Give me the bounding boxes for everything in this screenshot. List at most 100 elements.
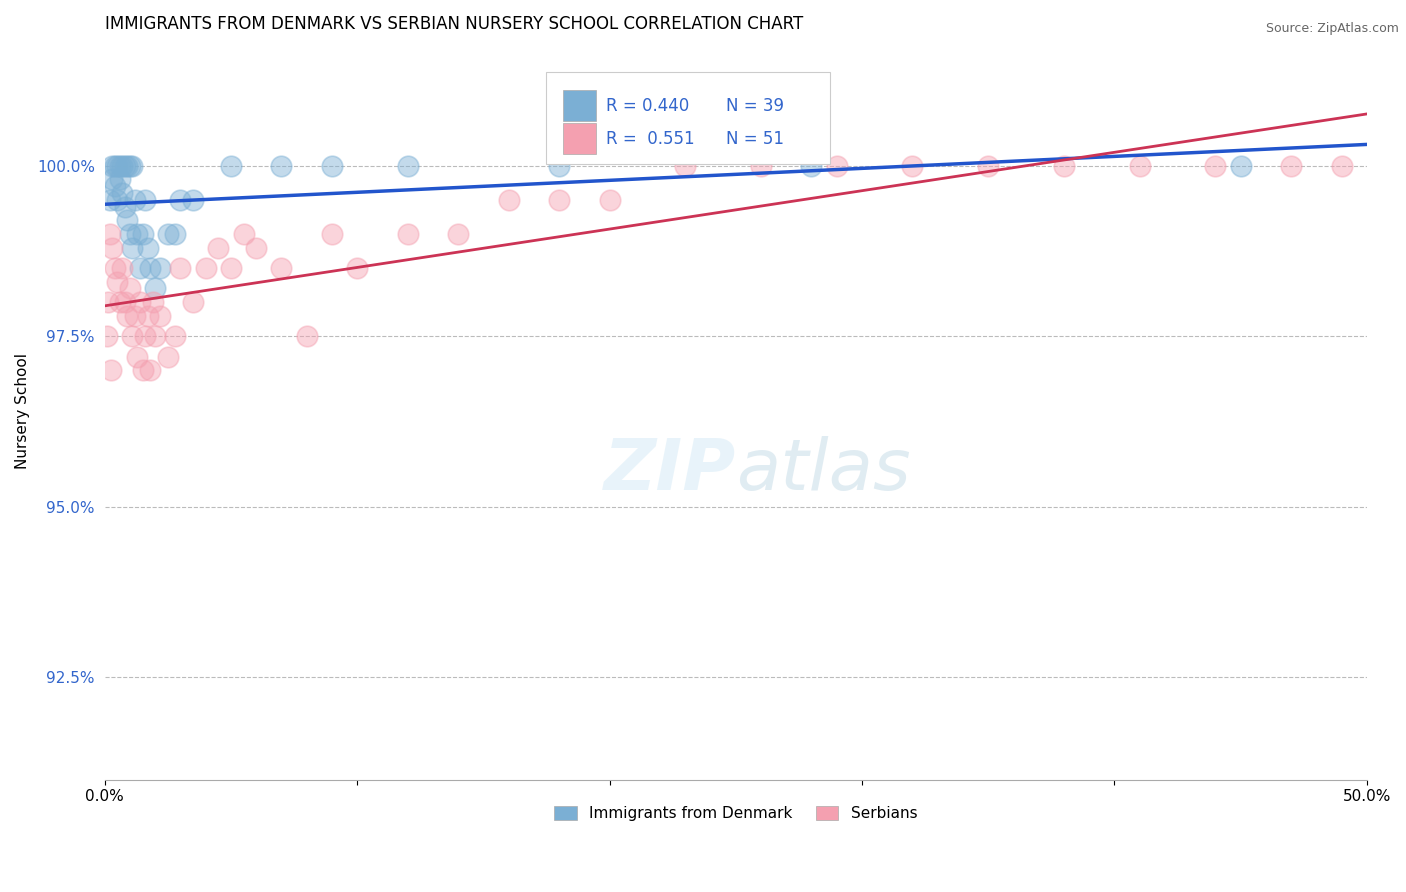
Point [127, 227, 149, 241]
Point [156, 350, 179, 364]
Point [100, 363, 122, 377]
Point [139, 363, 162, 377]
Point [396, 227, 419, 241]
Point [270, 159, 292, 173]
Point [118, 159, 141, 173]
Point [96, 329, 118, 343]
Point [108, 295, 131, 310]
Point [232, 227, 254, 241]
Text: N = 39: N = 39 [725, 96, 783, 114]
Point [124, 193, 146, 207]
Point [548, 193, 571, 207]
Text: N = 51: N = 51 [725, 129, 783, 148]
Legend: Immigrants from Denmark, Serbians: Immigrants from Denmark, Serbians [548, 800, 924, 827]
FancyBboxPatch shape [562, 123, 596, 154]
Point [98, 227, 121, 241]
Point [270, 260, 292, 275]
Point [143, 281, 166, 295]
Point [101, 159, 124, 173]
FancyBboxPatch shape [562, 90, 596, 121]
Point [219, 159, 242, 173]
Point [104, 159, 127, 173]
Point [111, 159, 134, 173]
Point [101, 241, 124, 255]
Point [207, 241, 229, 255]
Point [143, 329, 166, 343]
Text: R =  0.551: R = 0.551 [606, 129, 695, 148]
Point [169, 193, 191, 207]
Point [117, 309, 139, 323]
Point [181, 295, 204, 310]
Point [599, 193, 621, 207]
Point [1330, 159, 1353, 173]
Point [673, 159, 696, 173]
Text: R = 0.440: R = 0.440 [606, 96, 689, 114]
Point [1129, 159, 1152, 173]
Point [149, 309, 172, 323]
Point [121, 241, 143, 255]
Point [548, 159, 571, 173]
Point [1204, 159, 1226, 173]
Point [98, 193, 121, 207]
Point [295, 329, 318, 343]
Point [498, 193, 520, 207]
Point [977, 159, 1000, 173]
Point [108, 159, 131, 173]
Point [156, 227, 179, 241]
Point [97, 295, 120, 310]
Point [117, 213, 139, 227]
Point [121, 159, 143, 173]
Point [127, 350, 149, 364]
Point [131, 227, 153, 241]
Point [149, 260, 172, 275]
Point [194, 260, 217, 275]
Point [181, 193, 204, 207]
Point [321, 227, 343, 241]
Point [136, 241, 159, 255]
Point [1229, 159, 1251, 173]
Point [108, 172, 131, 186]
Point [134, 329, 156, 343]
Point [219, 260, 242, 275]
Point [134, 193, 156, 207]
Point [129, 295, 152, 310]
Point [396, 159, 419, 173]
Point [825, 159, 848, 173]
Point [169, 260, 191, 275]
Text: atlas: atlas [735, 435, 910, 505]
Point [121, 329, 143, 343]
Point [447, 227, 470, 241]
Point [1279, 159, 1302, 173]
FancyBboxPatch shape [547, 72, 831, 164]
Point [131, 363, 153, 377]
Point [104, 260, 127, 275]
Point [104, 179, 127, 194]
Point [165, 227, 187, 241]
Point [901, 159, 924, 173]
Point [136, 309, 159, 323]
Point [114, 295, 136, 310]
Point [245, 241, 267, 255]
Text: Source: ZipAtlas.com: Source: ZipAtlas.com [1265, 22, 1399, 36]
Text: ZIP: ZIP [603, 435, 735, 505]
Point [749, 159, 772, 173]
Point [129, 260, 152, 275]
Point [111, 260, 134, 275]
Point [346, 260, 368, 275]
Point [111, 186, 134, 200]
Point [105, 159, 128, 173]
Point [142, 295, 165, 310]
Point [117, 159, 139, 173]
Point [1053, 159, 1076, 173]
Text: IMMIGRANTS FROM DENMARK VS SERBIAN NURSERY SCHOOL CORRELATION CHART: IMMIGRANTS FROM DENMARK VS SERBIAN NURSE… [104, 15, 803, 33]
Point [105, 275, 128, 289]
Point [114, 200, 136, 214]
Point [165, 329, 187, 343]
Point [124, 309, 146, 323]
Point [321, 159, 343, 173]
Point [114, 159, 136, 173]
Y-axis label: Nursery School: Nursery School [15, 353, 30, 469]
Point [118, 227, 141, 241]
Point [800, 159, 823, 173]
Point [118, 281, 141, 295]
